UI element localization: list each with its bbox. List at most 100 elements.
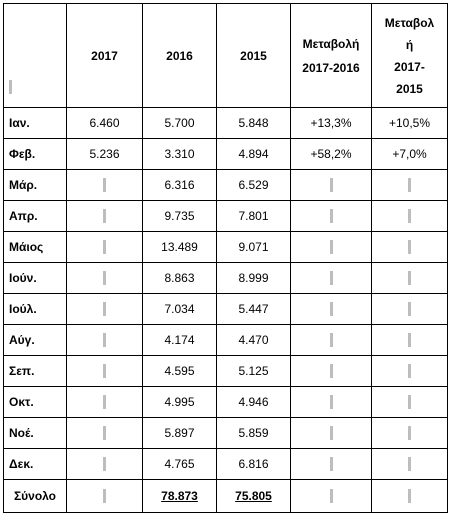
- change-2017-2015: [371, 417, 448, 449]
- value-2015: 5.859: [216, 417, 291, 449]
- header-change-2017-2015: Μεταβολ ή 2017- 2015: [371, 3, 448, 108]
- empty-cell-marker: [329, 457, 333, 472]
- empty-cell-marker: [329, 178, 333, 193]
- header-2016: 2016: [142, 3, 217, 108]
- value-2015: 7.801: [216, 200, 291, 232]
- value-2015: 5.125: [216, 355, 291, 387]
- month-label: Ιούλ.: [3, 293, 67, 325]
- table-row: Σεπ. 4.595 5.125: [3, 355, 448, 387]
- change-2017-2016: +58,2%: [290, 138, 372, 170]
- month-label: Ιούν.: [3, 262, 67, 294]
- change-2017-2016: [290, 448, 372, 480]
- header-change-a-line2: 2017-2016: [302, 60, 360, 75]
- empty-cell-marker: [329, 271, 333, 286]
- header-change-b-line2: ή: [405, 37, 414, 52]
- total-label: Σύνολο: [3, 479, 67, 513]
- change-2017-2015: [371, 448, 448, 480]
- month-label: Μάρ.: [3, 169, 67, 201]
- change-2017-2015: [371, 293, 448, 325]
- value-2015: 9.071: [216, 231, 291, 263]
- empty-cell-marker: [408, 178, 411, 193]
- empty-cell-marker: [103, 457, 106, 472]
- value-2017: 5.236: [66, 138, 143, 170]
- empty-cell-marker: [329, 426, 333, 441]
- empty-cell-marker: [103, 240, 106, 255]
- value-2017: [66, 293, 143, 325]
- table-row: Οκτ. 4.995 4.946: [3, 386, 448, 418]
- month-label: Μάιος: [3, 231, 67, 263]
- value-2017: [66, 262, 143, 294]
- total-row: Σύνολο 78.873 75.805: [3, 479, 448, 513]
- table-row: Μάιος 13.489 9.071: [3, 231, 448, 263]
- empty-cell-marker: [408, 302, 411, 317]
- empty-cell-marker: [408, 426, 411, 441]
- value-2016: 4.595: [142, 355, 217, 387]
- table-row: Φεβ. 5.236 3.310 4.894 +58,2% +7,0%: [3, 138, 448, 170]
- empty-cell-marker: [408, 489, 411, 504]
- empty-cell-marker: [329, 395, 333, 410]
- header-change-a-line1: Μεταβολή: [302, 36, 360, 51]
- empty-cell-marker: [329, 489, 333, 504]
- header-row: 2017 2016 2015 Μεταβολή 2017-2016 Μεταβο…: [3, 3, 448, 108]
- value-2017: [66, 231, 143, 263]
- total-value: 75.805: [235, 489, 272, 503]
- month-label: Σεπ.: [3, 355, 67, 387]
- value-2016: 4.174: [142, 324, 217, 356]
- table-row: Αύγ. 4.174 4.470: [3, 324, 448, 356]
- empty-cell-marker: [103, 209, 106, 224]
- table-row: Δεκ. 4.765 6.816: [3, 448, 448, 480]
- value-2016: 13.489: [142, 231, 217, 263]
- total-change-2017-2016: [290, 479, 372, 513]
- table-row: Απρ. 9.735 7.801: [3, 200, 448, 232]
- change-2017-2015: +7,0%: [371, 138, 448, 170]
- empty-cell-marker: [103, 271, 106, 286]
- change-2017-2016: [290, 200, 372, 232]
- empty-cell-marker: [103, 178, 106, 193]
- change-2017-2016: [290, 169, 372, 201]
- change-2017-2015: [371, 355, 448, 387]
- month-label: Αύγ.: [3, 324, 67, 356]
- change-2017-2015: [371, 324, 448, 356]
- value-2016: 4.765: [142, 448, 217, 480]
- value-2017: [66, 200, 143, 232]
- value-2015: 5.848: [216, 107, 291, 139]
- value-2015: 4.946: [216, 386, 291, 418]
- month-label: Απρ.: [3, 200, 67, 232]
- change-2017-2016: +13,3%: [290, 107, 372, 139]
- empty-cell-marker: [329, 302, 333, 317]
- total-change-2017-2015: [371, 479, 448, 513]
- value-2016: 6.316: [142, 169, 217, 201]
- empty-cell-marker: [408, 271, 411, 286]
- value-2016: 3.310: [142, 138, 217, 170]
- empty-cell-marker: [408, 457, 411, 472]
- table-row: Ιούν. 8.863 8.999: [3, 262, 448, 294]
- header-change-b-line3: 2017-: [394, 59, 425, 74]
- value-2016: 5.897: [142, 417, 217, 449]
- header-2015: 2015: [216, 3, 291, 108]
- empty-cell-marker: [329, 333, 333, 348]
- total-value: 78.873: [161, 489, 198, 503]
- empty-cell-marker: [408, 209, 411, 224]
- empty-cell-marker: [329, 364, 333, 379]
- value-2017: [66, 448, 143, 480]
- header-change-2017-2016: Μεταβολή 2017-2016: [290, 3, 372, 108]
- empty-cell-marker: [103, 302, 106, 317]
- total-value-2015: 75.805: [216, 479, 291, 513]
- month-label: Νοέ.: [3, 417, 67, 449]
- total-value-2017: [66, 479, 143, 513]
- value-2015: 4.894: [216, 138, 291, 170]
- value-2015: 8.999: [216, 262, 291, 294]
- header-2017: 2017: [66, 3, 143, 108]
- change-2017-2015: [371, 169, 448, 201]
- change-2017-2016: [290, 417, 372, 449]
- change-2017-2016: [290, 293, 372, 325]
- empty-cell-marker: [103, 395, 106, 410]
- statistics-table: 2017 2016 2015 Μεταβολή 2017-2016 Μεταβο…: [3, 3, 448, 513]
- month-label: Δεκ.: [3, 448, 67, 480]
- value-2015: 6.816: [216, 448, 291, 480]
- empty-cell-marker: [408, 395, 411, 410]
- value-2017: [66, 417, 143, 449]
- value-2015: 6.529: [216, 169, 291, 201]
- month-label: Ιαν.: [3, 107, 67, 139]
- change-2017-2015: +10,5%: [371, 107, 448, 139]
